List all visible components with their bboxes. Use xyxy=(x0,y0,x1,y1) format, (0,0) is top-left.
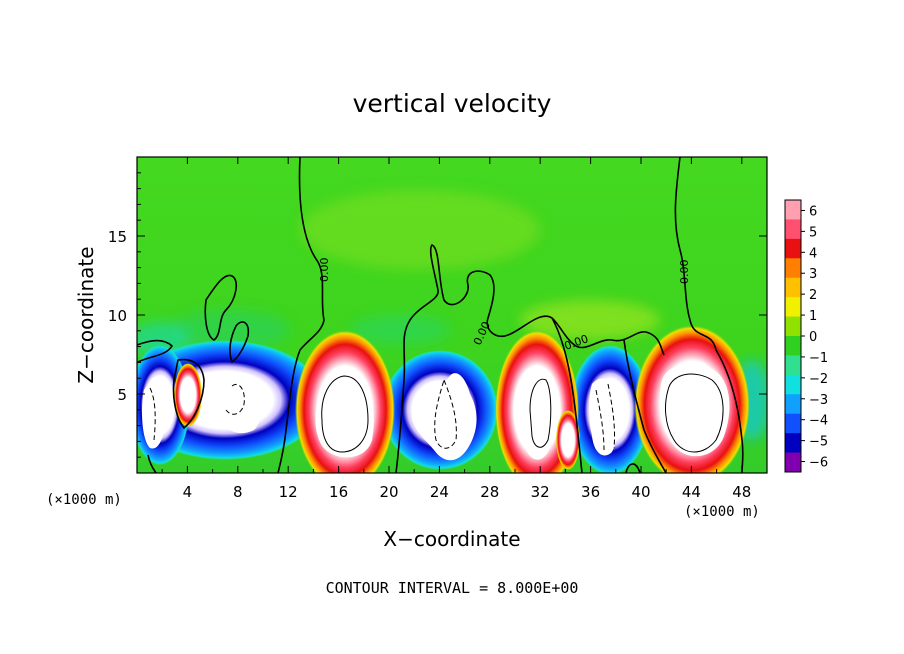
zero-contour xyxy=(551,317,583,473)
colorbar-swatch xyxy=(785,297,801,318)
core xyxy=(411,373,477,461)
contour-label: 0.00 xyxy=(318,258,331,283)
y-tick-label: 15 xyxy=(108,228,127,246)
zero-contour xyxy=(277,157,325,473)
colorbar-swatch xyxy=(785,219,801,240)
colorbar-label: 5 xyxy=(809,225,817,240)
colorbar-swatch xyxy=(785,394,801,415)
contour xyxy=(321,375,369,453)
contour-label: 0.00 xyxy=(678,260,691,285)
colorbar-label: −5 xyxy=(809,435,828,450)
core xyxy=(218,372,262,434)
contour xyxy=(665,373,724,453)
x-unit-right: (×1000 m) xyxy=(684,504,760,520)
colorbar-label: −1 xyxy=(809,351,828,366)
x-tick-label: 40 xyxy=(631,483,650,501)
contours-thin xyxy=(321,373,724,453)
plot-area xyxy=(137,157,767,473)
chart-title: vertical velocity xyxy=(353,89,552,118)
y-tick-label: 10 xyxy=(108,307,127,325)
x-unit-left: (×1000 m) xyxy=(46,492,122,508)
x-tick-label: 4 xyxy=(183,483,193,501)
contours-dashed xyxy=(149,378,616,451)
colorbar-swatch xyxy=(785,355,801,376)
colorbar-label: 1 xyxy=(809,309,817,324)
colorbar-swatch xyxy=(785,277,801,298)
y-axis-ticks: 5 10 15 xyxy=(108,172,767,458)
colorbar-label: −4 xyxy=(809,414,828,429)
colorbar-swatch xyxy=(785,413,801,434)
colorbar-swatch xyxy=(785,374,801,395)
x-tick-label: 32 xyxy=(531,483,550,501)
x-tick-label: 12 xyxy=(279,483,298,501)
x-tick-label: 28 xyxy=(480,483,499,501)
zero-contour xyxy=(625,463,641,473)
negative-contour xyxy=(607,383,616,449)
x-tick-label: 36 xyxy=(581,483,600,501)
colorbar-swatch xyxy=(785,258,801,279)
y-axis-label: Z−coordinate xyxy=(74,246,98,383)
zero-contour xyxy=(172,358,205,430)
contour xyxy=(529,378,552,448)
x-tick-label: 16 xyxy=(329,483,348,501)
core xyxy=(589,378,620,456)
zero-contour xyxy=(229,321,250,364)
colorbar-label: −2 xyxy=(809,372,828,387)
colorbar-label: 3 xyxy=(809,267,817,282)
white-cores xyxy=(142,364,730,461)
core xyxy=(315,373,374,458)
colorbar-swatch xyxy=(785,452,801,473)
zero-contour xyxy=(623,339,667,473)
colorbar-swatch xyxy=(785,316,801,337)
colorbar-label: 4 xyxy=(809,246,817,261)
x-tick-label: 20 xyxy=(379,483,398,501)
colorbar: 6 5 4 3 2 1 0 −1 −2 −3 −4 −5 −6 xyxy=(784,199,828,473)
x-axis-ticks: 4 8 12 16 20 24 28 32 36 40 44 48 xyxy=(161,157,751,501)
colorbar-swatch xyxy=(785,238,801,259)
updraft-region xyxy=(556,410,580,470)
x-axis-label: X−coordinate xyxy=(383,527,520,551)
core xyxy=(521,380,553,460)
zero-contour xyxy=(395,244,665,473)
updraft-region xyxy=(174,363,202,427)
x-tick-label: 44 xyxy=(682,483,701,501)
colorbar-label: −3 xyxy=(809,393,828,408)
y-tick-label: 5 xyxy=(117,386,127,404)
contours-solid xyxy=(137,157,744,473)
zero-contour xyxy=(674,157,744,473)
x-tick-label: 8 xyxy=(233,483,243,501)
colorbar-label: 0 xyxy=(809,330,817,345)
colorbar-swatch xyxy=(785,200,801,220)
negative-contour xyxy=(434,378,457,449)
core xyxy=(659,364,730,457)
negative-contour xyxy=(225,384,245,415)
zero-contour xyxy=(204,274,238,341)
colorbar-swatch xyxy=(785,336,801,356)
colorbar-label: 2 xyxy=(809,288,817,303)
colorbar-label: 6 xyxy=(809,204,817,219)
contour-interval-footer: CONTOUR INTERVAL = 8.000E+00 xyxy=(326,579,579,597)
zero-contour xyxy=(147,454,157,473)
zero-contour xyxy=(137,339,174,363)
colorbar-label: −6 xyxy=(809,456,828,471)
negative-contour xyxy=(149,387,156,441)
colorbar-swatch xyxy=(785,433,801,454)
x-tick-label: 24 xyxy=(430,483,449,501)
x-tick-label: 48 xyxy=(732,483,751,501)
